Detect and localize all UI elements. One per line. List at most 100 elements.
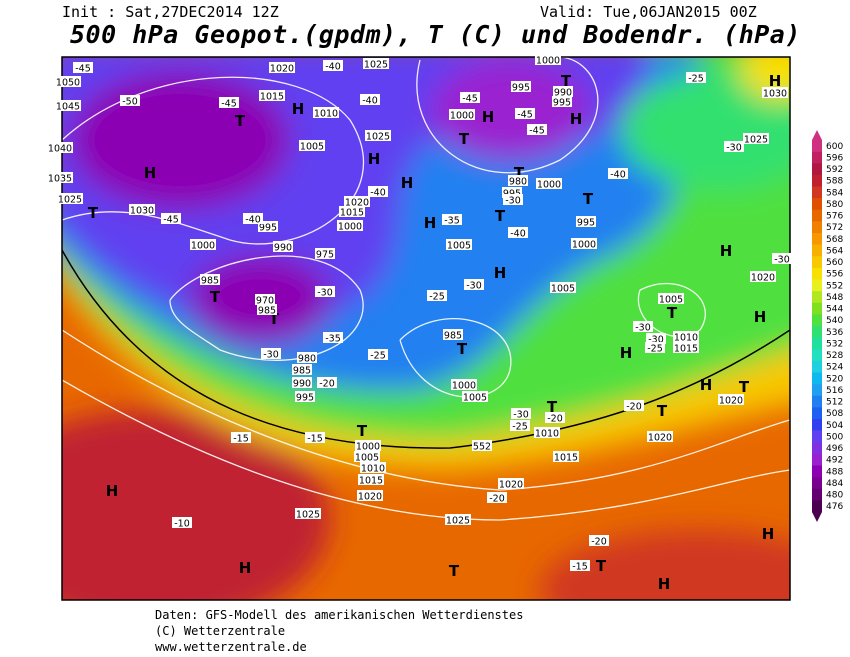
isobar-label: 1020 — [270, 64, 294, 75]
label-box — [511, 81, 531, 92]
pressure-center: H — [570, 110, 583, 128]
label-box — [515, 108, 535, 119]
colorbar-swatch — [812, 326, 822, 338]
label-box — [295, 508, 321, 519]
isobar-label: 995 — [512, 83, 530, 94]
label-box — [295, 391, 315, 402]
label-box — [292, 364, 312, 375]
temperature-label: -40 — [610, 170, 626, 181]
pressure-center: T — [583, 190, 594, 208]
isobar-label: 1030 — [130, 206, 154, 217]
footer-line: (C) Wetterzentrale — [155, 624, 286, 638]
label-box — [451, 379, 477, 390]
label-box — [292, 377, 312, 388]
pressure-center: H — [106, 482, 119, 500]
temperature-label: -45 — [221, 99, 237, 110]
isobar-label: 985 — [258, 306, 276, 317]
temperature-label: -30 — [726, 143, 742, 154]
colorbar-label: 496 — [826, 444, 843, 454]
isobar-label: 1000 — [536, 56, 560, 67]
footer-line: www.wetterzentrale.de — [155, 640, 307, 654]
colorbar-swatch — [812, 267, 822, 280]
colorbar-label: 492 — [826, 456, 843, 466]
label-box — [464, 279, 484, 290]
label-box — [73, 62, 93, 73]
isobar-label: 1015 — [260, 92, 284, 103]
label-box — [354, 451, 380, 462]
label-box — [344, 196, 370, 207]
isobar-label: 1020 — [499, 480, 523, 491]
colorbar-label: 524 — [826, 363, 843, 373]
temperature-label: -45 — [462, 94, 478, 105]
colorbar-swatch — [812, 233, 822, 245]
colorbar-label: 484 — [826, 479, 843, 489]
label-box — [472, 440, 492, 451]
colorbar-label: 488 — [826, 467, 843, 477]
temperature-label: -30 — [505, 196, 521, 207]
isobar-label: 1025 — [366, 132, 390, 143]
isobar-label: 1005 — [355, 453, 379, 464]
isobar-label: 1005 — [551, 284, 575, 295]
pressure-center: H — [620, 344, 633, 362]
colorbar-swatch — [812, 151, 822, 164]
colorbar-label: 500 — [826, 432, 843, 442]
colorbar-swatch — [812, 302, 822, 315]
isobar-label: 1040 — [48, 144, 72, 155]
label-box — [297, 352, 317, 363]
label-box — [686, 72, 706, 83]
isobar-label: 990 — [554, 88, 572, 99]
isobar-label: 1000 — [537, 180, 561, 191]
colorbar-label: 576 — [826, 212, 843, 222]
temperature-label: -25 — [647, 344, 663, 355]
isobar-label: 985 — [201, 276, 219, 287]
pressure-center: H — [368, 150, 381, 168]
label-box — [487, 492, 507, 503]
label-box — [535, 54, 561, 65]
pressure-center: T — [739, 378, 750, 396]
colorbar-swatch — [812, 384, 822, 397]
label-box — [571, 238, 597, 249]
isobar-label: 1015 — [674, 344, 698, 355]
temperature-label: -30 — [774, 255, 790, 266]
pressure-center: T — [357, 422, 368, 440]
pressure-center: T — [547, 398, 558, 416]
label-box — [724, 141, 744, 152]
colorbar-swatch — [812, 198, 822, 211]
label-box — [550, 282, 576, 293]
colorbar-swatch — [812, 453, 822, 466]
label-box — [445, 514, 471, 525]
label-box — [534, 427, 560, 438]
pressure-center: H — [292, 100, 305, 118]
pressure-center: T — [667, 304, 678, 322]
colorbar-label: 544 — [826, 305, 843, 315]
isobar-label: 1005 — [463, 393, 487, 404]
label-box — [47, 142, 73, 153]
temperature-label: -20 — [319, 379, 335, 390]
label-box — [258, 221, 278, 232]
label-box — [273, 241, 293, 252]
pressure-center: T — [657, 402, 668, 420]
isobar-label: 995 — [577, 218, 595, 229]
label-box — [510, 420, 530, 431]
colorbar-label: 476 — [826, 502, 843, 512]
temperature-label: -35 — [444, 216, 460, 227]
pressure-center: T — [269, 310, 280, 328]
label-box — [255, 294, 275, 305]
colorbar-swatch — [812, 186, 822, 199]
colorbar-label: 548 — [826, 293, 843, 303]
isobar-label: 1010 — [361, 464, 385, 475]
colorbar-swatch — [812, 244, 822, 257]
colorbar-label: 508 — [826, 409, 843, 419]
colorbar-swatch — [812, 174, 822, 187]
isobar-label: 1005 — [300, 142, 324, 153]
temperature-label: -45 — [75, 64, 91, 75]
temperature-label: -20 — [591, 537, 607, 548]
label-box — [647, 431, 673, 442]
temperature-label: -15 — [572, 562, 588, 573]
label-box — [368, 349, 388, 360]
label-box — [570, 560, 590, 571]
label-box — [365, 130, 391, 141]
label-box — [646, 333, 666, 344]
isobar-label: 1000 — [338, 222, 362, 233]
colorbar-swatch — [812, 360, 822, 373]
